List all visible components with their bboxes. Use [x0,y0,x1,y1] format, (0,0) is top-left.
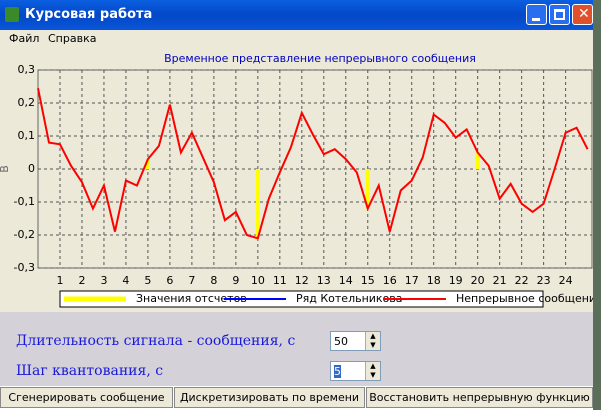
x-tick-label: 12 [295,274,309,287]
y-tick-label: -0,1 [14,195,35,208]
x-tick-label: 22 [515,274,529,287]
menu-item[interactable]: Файл [9,32,40,45]
legend-label: Непрерывное сообщение [456,292,593,305]
x-tick-label: 8 [210,274,217,287]
spin-value: 50 [334,335,348,348]
button[interactable]: Дискретизировать по времени [174,387,365,408]
y-tick-label: 0,3 [18,63,36,76]
field-label: Шаг квантования, с [16,363,164,379]
y-tick-label: 0,1 [18,129,36,142]
x-tick-label: 4 [122,274,129,287]
chart: Временное представление непрерывного соо… [0,52,593,308]
x-tick-label: 20 [471,274,485,287]
y-tick-label: -0,2 [14,228,35,241]
x-tick-label: 1 [56,274,63,287]
series-line [37,87,589,240]
y-tick-label: 0 [28,162,35,175]
x-tick-label: 18 [427,274,441,287]
spin-value: 5 [334,365,341,378]
menu-item[interactable]: Справка [48,32,97,45]
x-tick-label: 13 [317,274,331,287]
x-tick-label: 16 [383,274,397,287]
legend [59,290,544,308]
x-tick-label: 3 [100,274,107,287]
x-tick-label: 15 [361,274,375,287]
legend-label: Значения отсчетов [136,292,247,305]
x-tick-label: 14 [339,274,353,287]
x-tick-label: 10 [251,274,265,287]
chart-panel: Временное представление непрерывного соо… [0,47,593,312]
x-tick-label: 23 [537,274,551,287]
menu-bar: Файл Справка [0,30,593,47]
y-tick-label: -0,3 [14,261,35,274]
x-tick-label: 19 [449,274,463,287]
x-tick-label: 7 [188,274,195,287]
minimize-button[interactable] [526,4,547,25]
window-title: Курсовая работа [25,7,153,22]
spin-box[interactable]: 5 ▲ ▼ [330,361,381,381]
maximize-button[interactable] [549,4,570,25]
field-label: Длительность сигнала - сообщения, с [16,333,296,349]
button[interactable]: Сгенерировать сообщение [0,387,173,408]
x-tick-label: 11 [273,274,287,287]
x-tick-label: 2 [78,274,85,287]
button[interactable]: Восстановить непрерывную функцию [366,387,593,408]
x-tick-label: 5 [144,274,151,287]
form-area: Длительность сигнала - сообщения, с 50 ▲ ▼… [0,312,593,386]
x-tick-label: 17 [405,274,419,287]
title-bar: Курсовая работа ✕ [0,0,593,30]
y-axis-label: В [0,165,11,173]
close-button[interactable]: ✕ [572,4,593,25]
x-tick-label: 21 [493,274,507,287]
x-tick-label: 6 [166,274,173,287]
background-strip [593,0,601,410]
x-tick-label: 9 [232,274,239,287]
chart-title: Временное представление непрерывного соо… [164,52,476,65]
legend-label: Ряд Котельникова [296,292,403,305]
x-tick-label: 24 [559,274,573,287]
y-tick-label: 0,2 [18,96,36,109]
app-icon [5,7,19,22]
spin-box[interactable]: 50 ▲ ▼ [330,331,381,351]
